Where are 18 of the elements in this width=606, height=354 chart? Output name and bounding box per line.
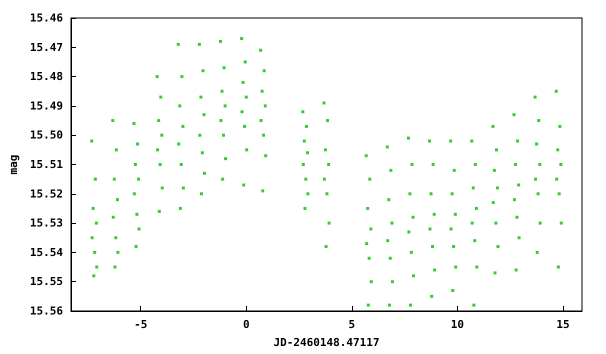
y-tick-label: 15.52 <box>30 187 64 200</box>
y-tick-label: 15.46 <box>30 12 64 24</box>
y-tick-label: 15.56 <box>30 304 64 318</box>
x-tick-label: 10 <box>450 318 464 331</box>
y-tick-label: 15.47 <box>30 40 64 54</box>
y-axis-title: mag <box>7 154 20 174</box>
y-tick-label: 15.49 <box>30 99 64 112</box>
x-axis-title: JD-2460148.47117 <box>274 336 380 349</box>
y-tick-label: 15.48 <box>30 70 64 84</box>
x-tick-label: 0 <box>242 318 250 331</box>
x-tick-label: -5 <box>134 318 148 331</box>
y-tick-label: 15.54 <box>30 246 64 259</box>
y-tick-label: 15.55 <box>30 275 64 288</box>
y-tick-label: 15.53 <box>30 216 64 230</box>
x-tick-label: 15 <box>556 318 570 331</box>
x-tick-label: 5 <box>348 318 356 331</box>
y-tick-label: 15.50 <box>30 128 64 142</box>
y-tick-label: 15.51 <box>30 158 64 171</box>
